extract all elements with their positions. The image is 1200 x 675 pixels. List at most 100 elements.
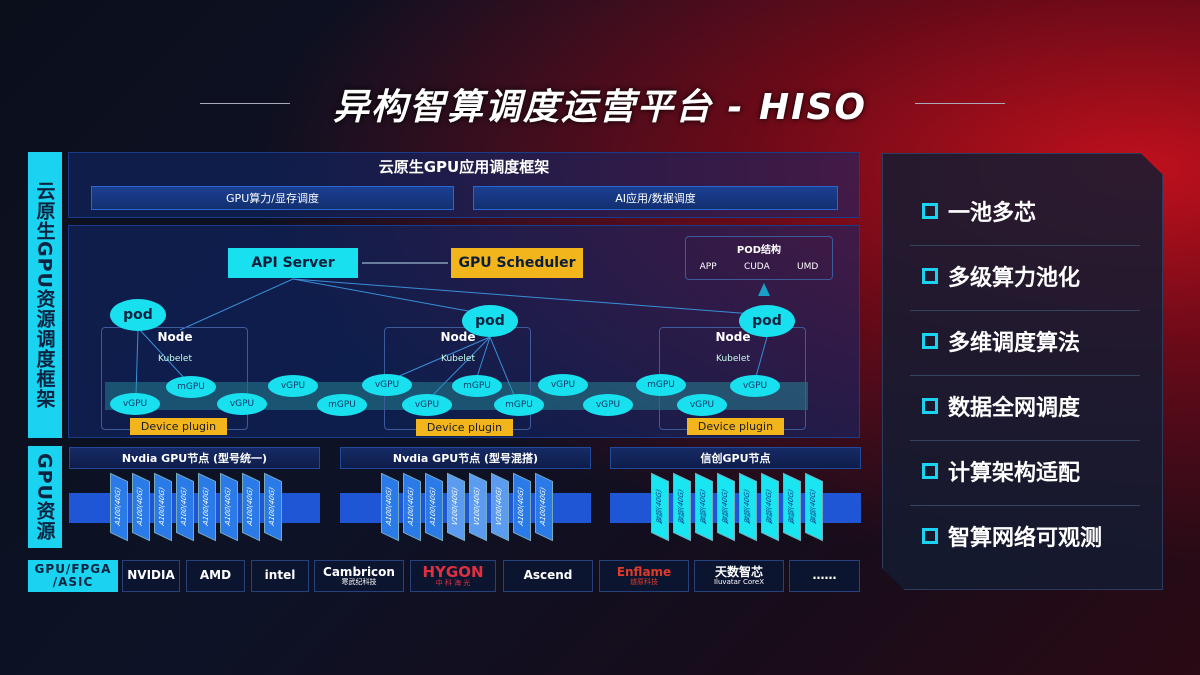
pod-3: pod xyxy=(739,305,795,337)
gpu-card: 智铠(40G) xyxy=(805,472,823,542)
gpu-card: 智铠(40G) xyxy=(717,472,735,542)
gpu-card: A100(40G) xyxy=(381,472,399,542)
gpu-node-band xyxy=(340,493,591,523)
gpu-card: A100(40G) xyxy=(535,472,553,542)
node-label: Node xyxy=(157,330,193,344)
vendor-logo: NVIDIA xyxy=(122,560,180,592)
gpu-card: V100(40G) xyxy=(491,472,509,542)
vgpu-ellipse: vGPU xyxy=(362,374,412,396)
node-label: Node xyxy=(715,330,751,344)
gpu-card: 智铠(40G) xyxy=(695,472,713,542)
page-title: 异构智算调度运营平台 - HISO xyxy=(332,87,868,128)
vgpu-ellipse: vGPU xyxy=(538,374,588,396)
checkbox-icon xyxy=(922,463,938,479)
gpu-node-band xyxy=(610,493,861,523)
device-plugin-3: Device plugin xyxy=(687,418,784,435)
gpu-card: 智铠(40G) xyxy=(673,472,691,542)
gpu-card: A100(40G) xyxy=(198,472,216,542)
title-decor-right xyxy=(915,103,1005,104)
vgpu-ellipse: vGPU xyxy=(583,394,633,416)
checkbox-icon xyxy=(922,333,938,349)
divider xyxy=(910,310,1140,311)
gpu-card: A100(40G) xyxy=(264,472,282,542)
mgpu-ellipse: mGPU xyxy=(636,374,686,396)
vgpu-ellipse: vGPU xyxy=(677,394,727,416)
feature-item: 智算网络可观测 xyxy=(922,520,1102,552)
mgpu-ellipse: mGPU xyxy=(452,375,502,397)
gpu-card: A100(40G) xyxy=(220,472,238,542)
divider xyxy=(910,440,1140,441)
gpu-scheduler-box: GPU Scheduler xyxy=(451,248,583,278)
gpu-card: 智铠(40G) xyxy=(783,472,801,542)
vendor-logo: AMD xyxy=(186,560,245,592)
gpu-node-band xyxy=(69,493,320,523)
vendor-logo: Cambricon 寒武纪科技 xyxy=(314,560,404,592)
divider xyxy=(910,245,1140,246)
gpu-card: A100(40G) xyxy=(403,472,421,542)
device-plugin-1: Device plugin xyxy=(130,418,227,435)
app-framework-title: 云原生GPU应用调度框架 xyxy=(378,158,550,176)
gpu-card: A100(40G) xyxy=(425,472,443,542)
api-server-box: API Server xyxy=(228,248,358,278)
pod-umd: UMD xyxy=(797,262,819,272)
mgpu-ellipse: mGPU xyxy=(317,394,367,416)
kubelet-label: Kubelet xyxy=(158,354,192,364)
feature-item: 多维调度算法 xyxy=(922,325,1080,357)
hardware-label: GPU/FPGA /ASIC xyxy=(28,560,118,592)
node-label: Node xyxy=(440,330,476,344)
features-panel xyxy=(882,153,1163,590)
vgpu-ellipse: vGPU xyxy=(730,375,780,397)
kubelet-label: Kubelet xyxy=(441,354,475,364)
mgpu-ellipse: mGPU xyxy=(166,376,216,398)
checkbox-icon xyxy=(922,398,938,414)
pod-2: pod xyxy=(462,305,518,337)
mgpu-ellipse: mGPU xyxy=(494,394,544,416)
gpu-card: 智铠(40G) xyxy=(761,472,779,542)
kubelet-label: Kubelet xyxy=(716,354,750,364)
checkbox-icon xyxy=(922,528,938,544)
vendor-logo: …… xyxy=(789,560,860,592)
gpu-card: 智铠(40G) xyxy=(739,472,757,542)
vgpu-ellipse: vGPU xyxy=(217,393,267,415)
resource-label: GPU资源 xyxy=(28,446,62,548)
feature-item: 计算架构适配 xyxy=(922,455,1080,487)
pod-app: APP xyxy=(699,262,717,272)
pod-1: pod xyxy=(110,299,166,331)
pod-structure-title: POD结构 xyxy=(736,245,782,256)
gpu-card: V100(40G) xyxy=(447,472,465,542)
vendor-logo: HYGON 中 科 海 光 xyxy=(410,560,496,592)
checkbox-icon xyxy=(922,268,938,284)
gpu-card: A100(40G) xyxy=(154,472,172,542)
pod-cuda: CUDA xyxy=(743,262,770,272)
framework-label: 云原生GPU资源调度框架 xyxy=(28,152,62,438)
feature-item: 一池多芯 xyxy=(922,195,1036,227)
gpu-card: A100(40G) xyxy=(176,472,194,542)
gpu-memory-scheduling: GPU算力/显存调度 xyxy=(91,186,454,210)
divider xyxy=(910,375,1140,376)
vgpu-ellipse: vGPU xyxy=(110,393,160,415)
vendor-logo: Ascend xyxy=(503,560,593,592)
device-plugin-2: Device plugin xyxy=(416,419,513,436)
vendor-logo: Enflame 燧原科技 xyxy=(599,560,689,592)
title-decor-left xyxy=(200,103,290,104)
gpu-node-header: 信创GPU节点 xyxy=(610,447,861,469)
vendor-logo: 天数智芯 Iluvatar CoreX xyxy=(694,560,784,592)
feature-item: 数据全网调度 xyxy=(922,390,1080,422)
vendor-logo: intel xyxy=(251,560,309,592)
gpu-card: 智铠(40G) xyxy=(651,472,669,542)
gpu-card: A100(40G) xyxy=(242,472,260,542)
gpu-card: V100(40G) xyxy=(469,472,487,542)
ai-data-scheduling: AI应用/数据调度 xyxy=(473,186,838,210)
vgpu-ellipse: vGPU xyxy=(268,375,318,397)
divider xyxy=(910,505,1140,506)
gpu-node-header: Nvdia GPU节点 (型号混搭) xyxy=(340,447,591,469)
pod-structure-box: POD结构 APP CUDA UMD xyxy=(685,236,833,280)
feature-item: 多级算力池化 xyxy=(922,260,1080,292)
vgpu-ellipse: vGPU xyxy=(402,394,452,416)
gpu-card: A100(40G) xyxy=(513,472,531,542)
gpu-card: A100(40G) xyxy=(110,472,128,542)
checkbox-icon xyxy=(922,203,938,219)
gpu-node-header: Nvdia GPU节点 (型号统一) xyxy=(69,447,320,469)
gpu-card: A100(40G) xyxy=(132,472,150,542)
